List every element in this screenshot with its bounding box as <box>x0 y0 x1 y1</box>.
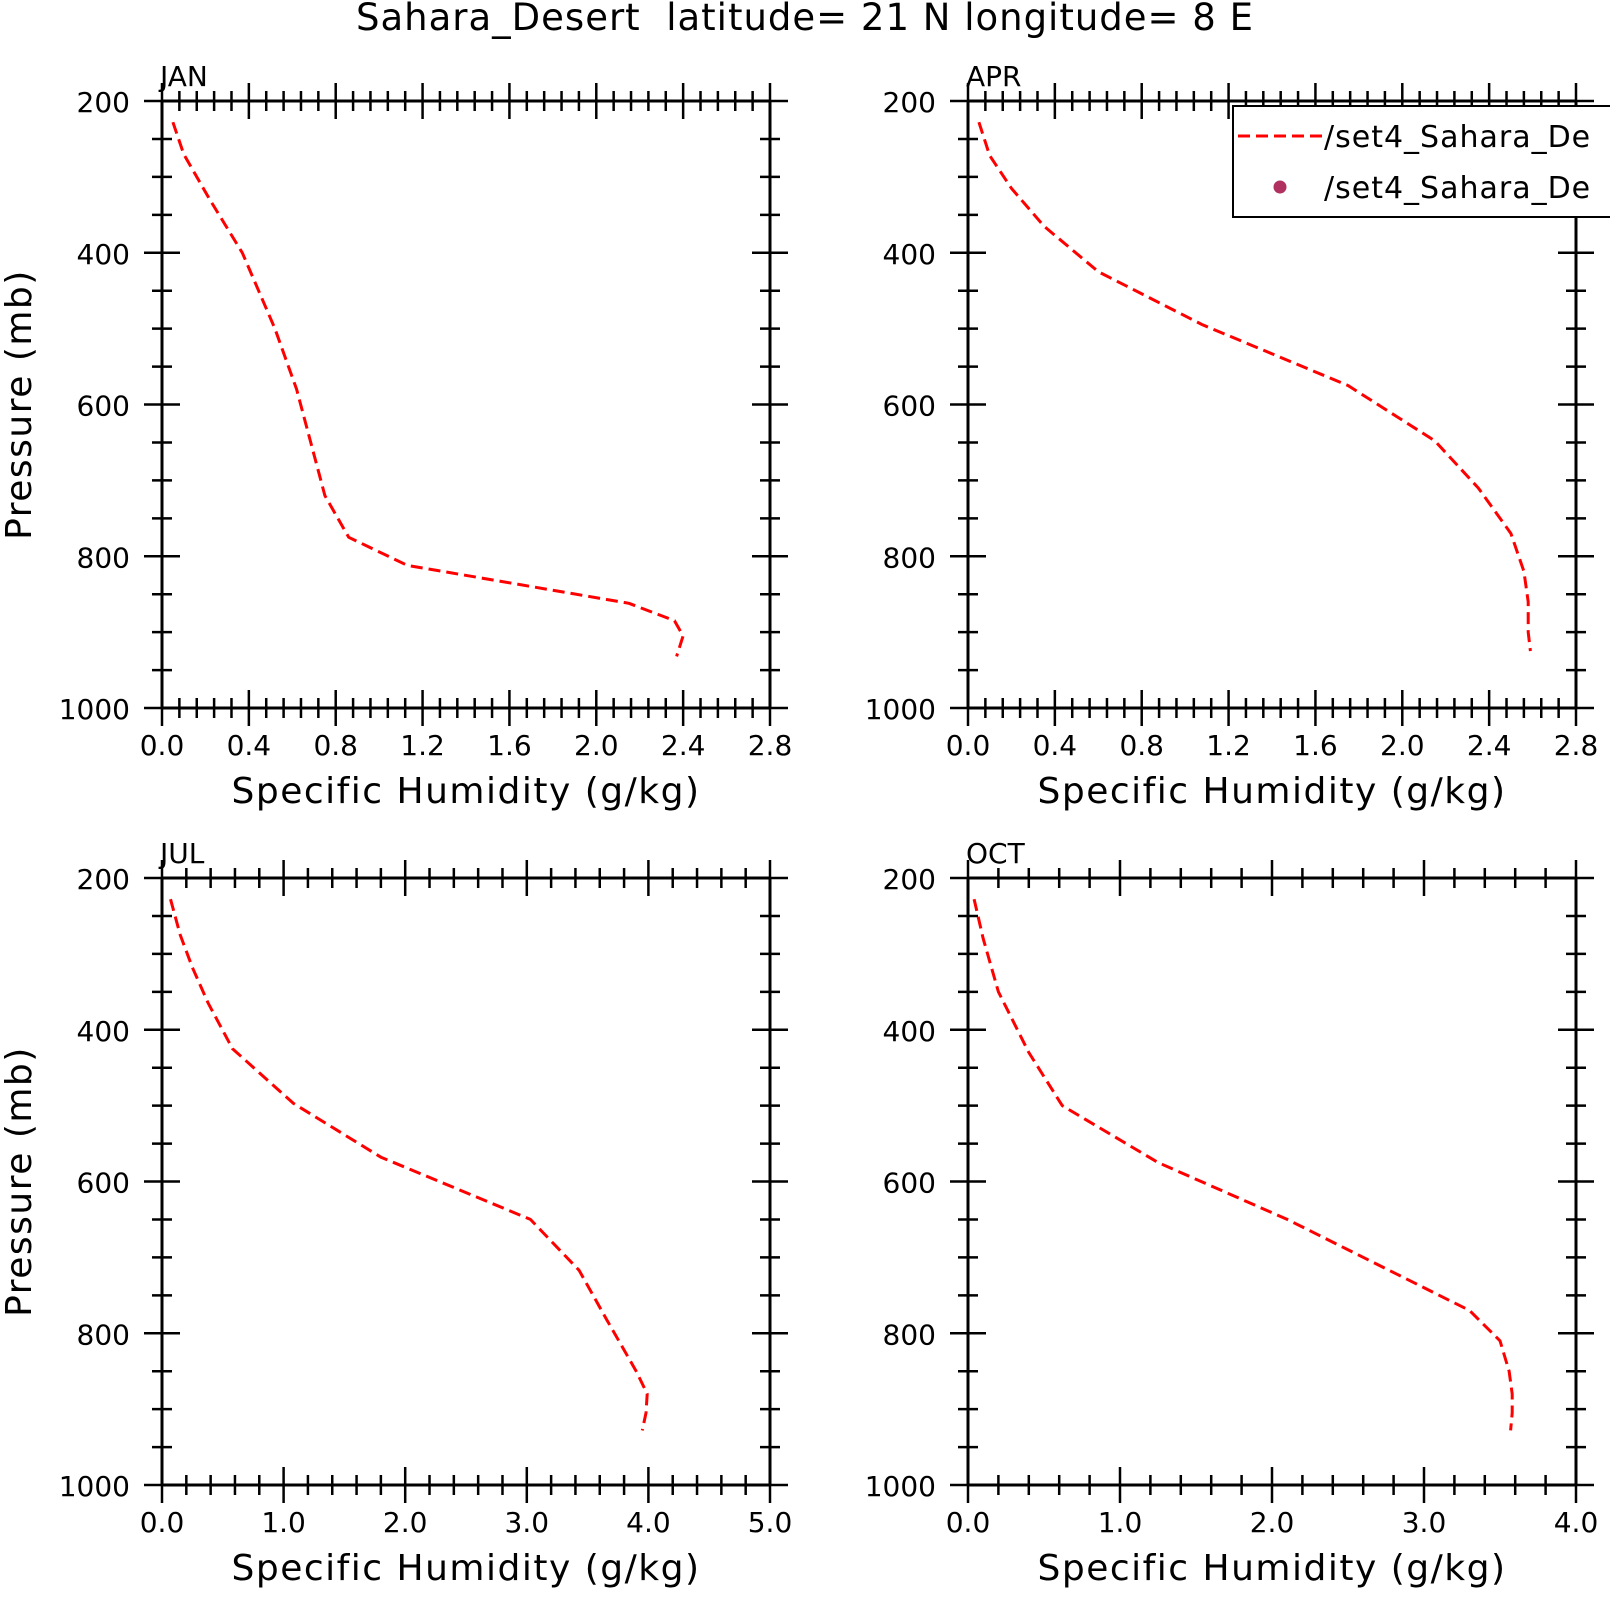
x-axis-label: Specific Humidity (g/kg) <box>1037 771 1506 812</box>
y-tick-label: 600 <box>77 1167 130 1200</box>
x-tick-label: 0.0 <box>946 1506 991 1539</box>
panel-apr: APR 200 400 600 800 1000 0.0 0.4 0.8 1.2 1.6 2.0 2.4… <box>865 60 1599 812</box>
x-tick-label: 1.2 <box>1206 729 1251 762</box>
y-tick-label: 1000 <box>59 693 130 726</box>
x-axis-label: Specific Humidity (g/kg) <box>231 1548 700 1589</box>
panel-title: OCT <box>966 837 1026 870</box>
x-tick-label: 2.0 <box>574 729 619 762</box>
x-tick-label: 2.4 <box>661 729 706 762</box>
panel-title: APR <box>966 60 1022 93</box>
panel-title: JUL <box>158 837 205 870</box>
x-tick-label: 1.0 <box>1098 1506 1143 1539</box>
legend-dot-swatch <box>1273 180 1287 194</box>
x-tick-label: 0.4 <box>1033 729 1078 762</box>
series-line-jul <box>169 898 649 1431</box>
x-tick-label: 0.0 <box>946 729 991 762</box>
x-tick-label: 3.0 <box>505 1506 550 1539</box>
y-tick-label: 600 <box>883 390 936 423</box>
x-tick-label: 3.0 <box>1402 1506 1447 1539</box>
y-tick-label: 1000 <box>865 693 936 726</box>
x-axis-label: Specific Humidity (g/kg) <box>1037 1548 1506 1589</box>
x-tick-label: 1.2 <box>400 729 445 762</box>
y-tick-label: 1000 <box>59 1470 130 1503</box>
x-tick-label: 0.0 <box>140 1506 185 1539</box>
legend-entry-label: /set4_Sahara_De <box>1324 120 1591 155</box>
legend-entry-label: /set4_Sahara_De <box>1324 171 1591 206</box>
y-tick-label: 800 <box>883 1318 936 1351</box>
y-tick-label: 800 <box>77 1318 130 1351</box>
y-tick-label: 200 <box>883 86 936 119</box>
legend: /set4_Sahara_De/set4_Sahara_De <box>1232 105 1610 218</box>
x-axis-label: Specific Humidity (g/kg) <box>231 771 700 812</box>
series-line-jan <box>171 121 685 657</box>
y-tick-label: 1000 <box>865 1470 936 1503</box>
y-axis-label: Pressure (mb) <box>0 1046 40 1317</box>
x-tick-label: 2.0 <box>383 1506 428 1539</box>
x-tick-label: 2.0 <box>1380 729 1425 762</box>
x-tick-label: 2.8 <box>748 729 793 762</box>
x-tick-label: 2.8 <box>1554 729 1599 762</box>
x-tick-label: 4.0 <box>626 1506 671 1539</box>
y-tick-label: 400 <box>77 238 130 271</box>
series-line-apr <box>977 121 1532 652</box>
x-tick-label: 0.8 <box>313 729 358 762</box>
panel-jan: JAN 200 400 600 800 1000 0.0 0.4 0.8 1.2 1.6 2.0 2.4… <box>0 60 792 812</box>
y-tick-label: 400 <box>883 1015 936 1048</box>
figure-title: Sahara_Desert latitude= 21 N longitude= … <box>356 0 1254 39</box>
x-tick-label: 0.4 <box>227 729 272 762</box>
y-tick-label: 400 <box>883 238 936 271</box>
x-tick-label: 2.0 <box>1250 1506 1295 1539</box>
panel-title: JAN <box>158 60 208 93</box>
y-axis-label: Pressure (mb) <box>0 269 40 540</box>
y-tick-label: 800 <box>883 541 936 574</box>
panel-oct: OCT 200 400 600 800 1000 0.0 1.0 2.0 3.0 4.0 Specif… <box>865 837 1599 1589</box>
legend-box <box>1232 105 1610 218</box>
x-tick-label: 1.0 <box>261 1506 306 1539</box>
x-tick-label: 0.8 <box>1119 729 1164 762</box>
y-tick-label: 200 <box>883 863 936 896</box>
x-tick-label: 0.0 <box>140 729 185 762</box>
y-tick-label: 200 <box>77 863 130 896</box>
x-tick-label: 1.6 <box>487 729 532 762</box>
y-tick-label: 600 <box>77 390 130 423</box>
series-line-oct <box>972 898 1514 1431</box>
x-tick-label: 5.0 <box>748 1506 793 1539</box>
y-tick-label: 800 <box>77 541 130 574</box>
x-tick-label: 2.4 <box>1467 729 1512 762</box>
y-tick-label: 400 <box>77 1015 130 1048</box>
y-tick-label: 200 <box>77 86 130 119</box>
x-tick-label: 4.0 <box>1554 1506 1599 1539</box>
x-tick-label: 1.6 <box>1293 729 1338 762</box>
y-tick-label: 600 <box>883 1167 936 1200</box>
panel-jul: JUL 200 400 600 800 1000 0.0 1.0 2.0 3.0 4.0 5.0 Spe… <box>0 837 792 1589</box>
